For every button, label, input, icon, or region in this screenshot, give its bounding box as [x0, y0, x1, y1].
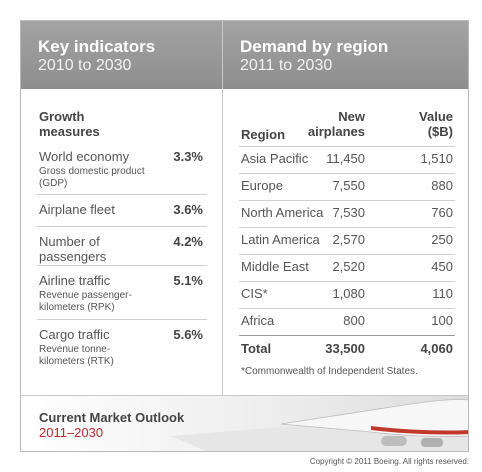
region-value: 2,570 — [332, 232, 365, 247]
footer: Current Market Outlook 2011–2030 — [21, 396, 468, 451]
right-title: Demand by region — [240, 37, 389, 56]
row-separator — [37, 319, 207, 320]
region-value: 100 — [431, 313, 453, 328]
total-separator — [239, 335, 455, 336]
infographic-frame: Key indicators 2010 to 2030 Demand by re… — [20, 20, 469, 452]
region-name: North America — [241, 205, 324, 220]
column-header: New airplanes — [307, 109, 365, 139]
region-name: CIS* — [241, 286, 268, 301]
row-separator — [239, 308, 455, 309]
row-separator — [239, 227, 455, 228]
footer-title: Current Market Outlook — [39, 410, 185, 425]
row-separator — [239, 254, 455, 255]
airplane-stripe — [371, 426, 468, 435]
region-value: 450 — [431, 259, 453, 274]
indicator-label: Number of passengers — [39, 234, 107, 264]
region-name: Asia Pacific — [241, 151, 309, 166]
panel-divider — [222, 21, 223, 395]
region-value: 1,510 — [420, 151, 453, 166]
left-panel: Growth measures World economy 3.3% Gross d… — [21, 89, 222, 395]
total-cell: Total — [241, 341, 272, 356]
region-value: 1,080 — [332, 286, 365, 301]
left-title: Key indicators — [38, 37, 156, 56]
region-value: 760 — [431, 205, 453, 220]
indicator-label: Cargo traffic — [39, 327, 110, 342]
footnote: *Commonwealth of Independent States. — [241, 366, 418, 377]
indicator-value: 5.6% — [173, 327, 203, 342]
region-value: 7,550 — [332, 178, 365, 193]
region-value: 800 — [343, 313, 365, 328]
indicator-label: Airline traffic — [39, 273, 111, 288]
indicator-value: 5.1% — [173, 273, 203, 288]
column-header: Region — [241, 127, 286, 142]
region-name: Middle East — [241, 259, 309, 274]
left-subtitle: 2010 to 2030 — [38, 57, 132, 74]
region-value: 880 — [431, 178, 453, 193]
indicator-value: 4.2% — [173, 234, 203, 249]
indicator-note: Revenue tonne-kilometers (RTK) — [39, 344, 114, 367]
region-value: 2,520 — [332, 259, 365, 274]
region-value: 7,530 — [332, 205, 365, 220]
row-separator — [239, 281, 455, 282]
row-separator — [37, 194, 207, 195]
region-name: Africa — [241, 313, 275, 328]
right-subtitle: 2011 to 2030 — [240, 57, 333, 74]
column-header: Value ($B) — [419, 109, 453, 139]
indicator-note: Revenue passenger-kilometers (RPK) — [39, 290, 132, 313]
row-separator — [239, 200, 455, 201]
region-name: Latin America — [241, 232, 320, 247]
row-separator — [239, 146, 455, 147]
indicator-label: Airplane fleet — [39, 202, 115, 217]
indicator-value: 3.3% — [173, 149, 203, 164]
region-value: 110 — [432, 286, 453, 301]
airplane-engine — [381, 436, 407, 446]
total-cell: 4,060 — [420, 341, 453, 356]
region-value: 250 — [431, 232, 453, 247]
right-header: Demand by region 2011 to 2030 — [223, 21, 468, 89]
row-separator — [239, 173, 455, 174]
left-header: Key indicators 2010 to 2030 — [21, 21, 222, 89]
region-value: 11,450 — [326, 151, 365, 166]
indicator-value: 3.6% — [173, 202, 203, 217]
row-separator — [37, 265, 207, 266]
indicator-label: World economy — [39, 149, 130, 164]
row-separator — [37, 226, 207, 227]
footer-years: 2011–2030 — [39, 425, 104, 440]
total-cell: 33,500 — [325, 341, 365, 356]
footer-divider — [21, 395, 468, 396]
right-panel: Region New airplanes Value ($B) Asia Pacifi… — [223, 89, 468, 395]
indicator-note: Gross domestic product (GDP) — [39, 166, 145, 189]
airplane-engine — [421, 438, 443, 447]
copyright: Copyright © 2011 Boeing. All rights rese… — [309, 457, 469, 466]
region-name: Europe — [241, 178, 283, 193]
airplane-fuselage — [280, 399, 468, 437]
airplane-illustration — [171, 399, 468, 451]
left-heading: Growth measures — [39, 109, 100, 139]
